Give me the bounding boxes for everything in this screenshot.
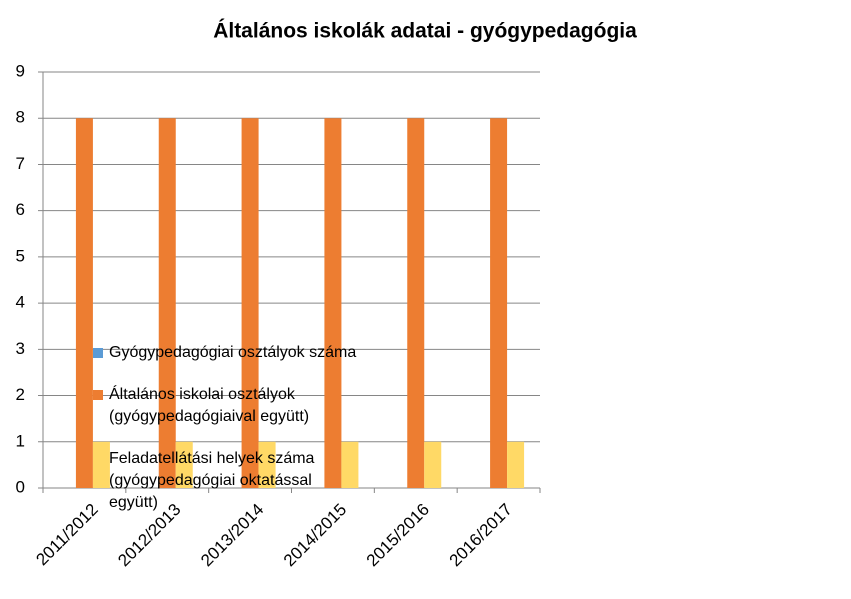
legend-entry: Feladatellátási helyek száma (gyógypedag… [93,448,358,514]
bar [507,441,525,488]
x-tick-label: 2011/2012 [32,500,101,569]
bar [158,118,176,488]
y-tick-label: 1 [16,431,25,450]
bar [490,118,508,488]
bar [175,441,193,488]
legend-entry: Általános iskolai osztályok (gyógypedagó… [93,384,358,428]
y-tick-label: 4 [16,293,25,312]
y-tick-label: 7 [16,154,25,173]
bar [241,118,259,488]
legend-swatch [93,348,103,358]
bar [424,441,442,488]
y-tick-label: 0 [16,477,25,496]
x-tick-label: 2016/2017 [446,500,516,570]
bar [92,441,110,488]
y-tick-label: 2 [16,385,25,404]
x-tick-label: 2015/2016 [363,500,433,570]
y-tick-label: 9 [16,61,25,80]
bar [341,441,359,488]
y-tick-label: 5 [16,246,25,265]
legend-entry: Gyógypedagógiai osztályok száma [93,342,358,364]
legend: Gyógypedagógiai osztályok száma Általános… [93,342,358,534]
bar [407,118,425,488]
legend-label: Általános iskolai osztályok (gyógypedagó… [109,386,310,425]
legend-swatch [93,390,103,400]
y-tick-label: 3 [16,339,25,358]
legend-label: Feladatellátási helyek száma (gyógypedag… [109,450,315,511]
bar [75,118,93,488]
bar [324,118,342,488]
legend-swatch [93,454,103,464]
y-tick-label: 8 [16,108,25,127]
chart-title: Általános iskolák adatai - gyógypedagógi… [213,20,637,43]
legend-label: Gyógypedagógiai osztályok száma [109,344,357,361]
y-tick-label: 6 [16,200,25,219]
bar [258,441,276,488]
